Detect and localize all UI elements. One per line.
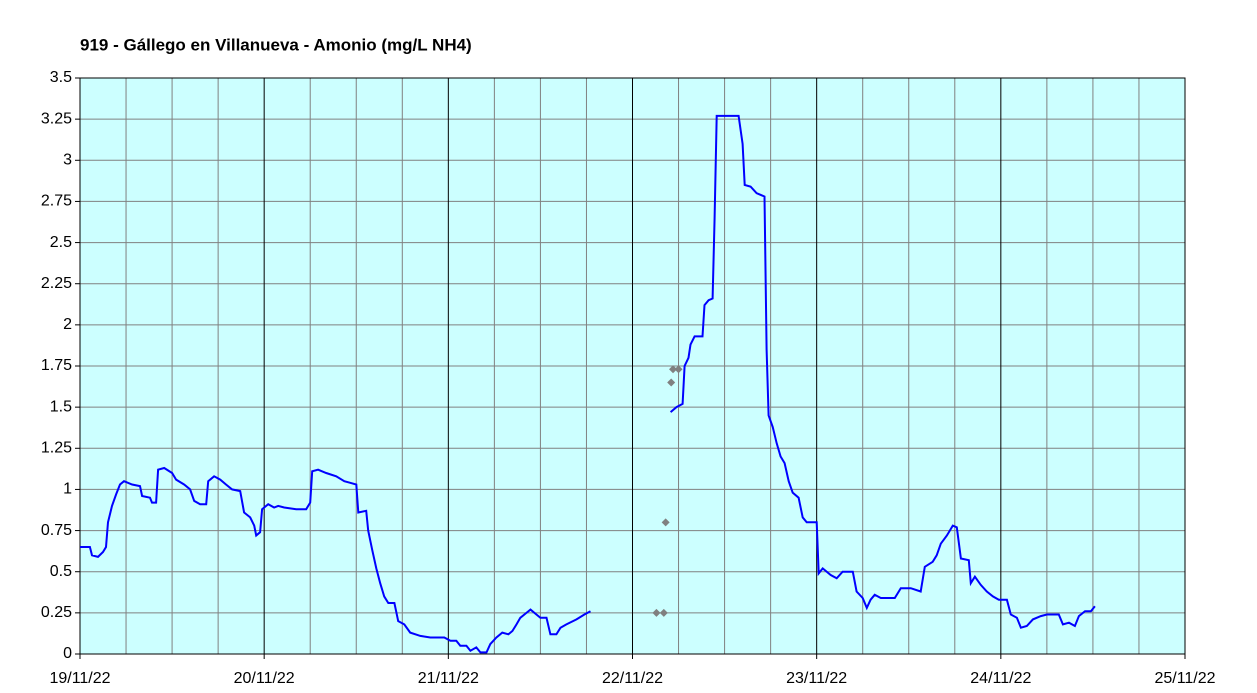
data-point xyxy=(667,378,676,387)
plot-border xyxy=(79,77,1186,655)
y-tick-label: 1.25 xyxy=(41,440,72,457)
x-tick-label: 25/11/22 xyxy=(1154,670,1215,687)
data-point xyxy=(669,365,678,374)
y-tick-label: 1.5 xyxy=(50,398,72,415)
y-tick-label: 0 xyxy=(63,645,72,662)
chart-title: 919 - Gállego en Villanueva - Amonio (mg… xyxy=(80,35,472,54)
x-tick-label: 24/11/22 xyxy=(970,670,1031,687)
x-tick-label: 22/11/22 xyxy=(602,670,663,687)
y-tick-label: 0.25 xyxy=(41,604,72,621)
y-tick-label: 3 xyxy=(63,152,72,169)
y-tick-label: 2.75 xyxy=(41,193,72,210)
x-tick-label: 21/11/22 xyxy=(418,670,479,687)
y-tick-label: 1.75 xyxy=(41,357,72,374)
data-point xyxy=(652,608,661,617)
data-point xyxy=(659,608,668,617)
y-tick-label: 0.75 xyxy=(41,522,72,539)
x-tick-label: 20/11/22 xyxy=(234,670,295,687)
y-tick-label: 3.5 xyxy=(50,69,72,86)
data-point xyxy=(674,365,683,374)
y-tick-label: 2.25 xyxy=(41,275,72,292)
data-line xyxy=(80,114,1096,654)
y-tick-label: 3.25 xyxy=(41,110,72,127)
y-tick-label: 0.5 xyxy=(50,563,72,580)
x-tick-label: 19/11/22 xyxy=(49,670,110,687)
x-tick-label: 23/11/22 xyxy=(786,670,847,687)
y-tick-label: 2 xyxy=(63,316,72,333)
data-point xyxy=(661,518,670,527)
y-tick-label: 1 xyxy=(63,481,72,498)
y-tick-label: 2.5 xyxy=(50,234,72,251)
